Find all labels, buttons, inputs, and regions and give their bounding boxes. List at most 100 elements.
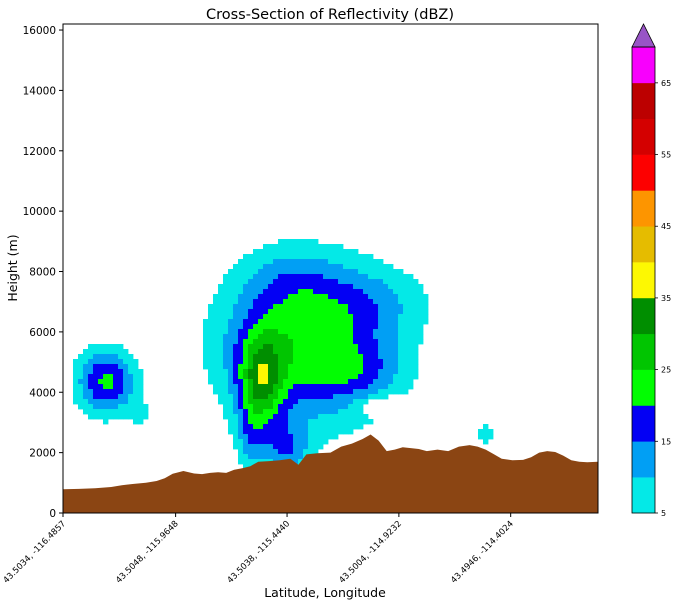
reflectivity-cell: [373, 314, 379, 320]
reflectivity-cell: [273, 429, 279, 435]
reflectivity-cell: [258, 319, 264, 325]
reflectivity-cell: [388, 359, 394, 365]
reflectivity-cell: [293, 374, 299, 380]
reflectivity-cell: [223, 314, 229, 320]
reflectivity-cell: [283, 339, 289, 345]
reflectivity-cell: [293, 384, 299, 390]
reflectivity-cell: [243, 314, 249, 320]
reflectivity-cell: [398, 339, 404, 345]
reflectivity-cell: [223, 354, 229, 360]
reflectivity-cell: [398, 319, 404, 325]
reflectivity-cell: [288, 259, 294, 265]
reflectivity-cell: [278, 264, 284, 270]
reflectivity-cell: [213, 324, 219, 330]
reflectivity-cell: [233, 334, 239, 340]
reflectivity-cell: [248, 404, 254, 410]
reflectivity-cell: [288, 424, 294, 430]
reflectivity-cell: [403, 279, 409, 285]
reflectivity-cell: [93, 414, 99, 420]
reflectivity-cell: [78, 374, 84, 380]
reflectivity-cell: [208, 329, 214, 335]
reflectivity-cell: [293, 389, 299, 395]
reflectivity-cell: [483, 434, 489, 440]
reflectivity-cell: [218, 339, 224, 345]
reflectivity-cell: [73, 394, 79, 400]
reflectivity-cell: [283, 249, 289, 255]
reflectivity-cell: [228, 429, 234, 435]
reflectivity-cell: [408, 334, 414, 340]
reflectivity-cell: [328, 334, 334, 340]
reflectivity-cell: [373, 394, 379, 400]
reflectivity-cell: [293, 279, 299, 285]
reflectivity-cell: [308, 384, 314, 390]
reflectivity-cell: [263, 279, 269, 285]
reflectivity-cell: [218, 384, 224, 390]
reflectivity-cell: [298, 339, 304, 345]
reflectivity-cell: [388, 349, 394, 355]
reflectivity-cell: [283, 304, 289, 310]
reflectivity-cell: [383, 339, 389, 345]
reflectivity-cell: [293, 304, 299, 310]
reflectivity-cell: [353, 284, 359, 290]
reflectivity-cell: [343, 274, 349, 280]
colorbar-tick-label: 35: [661, 294, 671, 303]
y-tick-label: 6000: [29, 327, 56, 339]
reflectivity-cell: [333, 384, 339, 390]
reflectivity-cell: [258, 424, 264, 430]
reflectivity-cell: [243, 274, 249, 280]
reflectivity-cell: [273, 449, 279, 455]
reflectivity-cell: [343, 429, 349, 435]
reflectivity-cell: [108, 364, 114, 370]
reflectivity-cell: [358, 394, 364, 400]
reflectivity-cell: [258, 369, 264, 375]
reflectivity-cell: [293, 309, 299, 315]
reflectivity-cell: [303, 249, 309, 255]
colorbar-segment: [632, 297, 655, 335]
reflectivity-cell: [248, 429, 254, 435]
reflectivity-cell: [128, 404, 134, 410]
reflectivity-cell: [298, 369, 304, 375]
reflectivity-cell: [298, 329, 304, 335]
reflectivity-cell: [368, 314, 374, 320]
reflectivity-cell: [303, 354, 309, 360]
reflectivity-cell: [278, 359, 284, 365]
reflectivity-cell: [298, 299, 304, 305]
reflectivity-cell: [363, 389, 369, 395]
reflectivity-cell: [333, 344, 339, 350]
reflectivity-cell: [213, 319, 219, 325]
reflectivity-cell: [288, 404, 294, 410]
reflectivity-cell: [338, 264, 344, 270]
reflectivity-cell: [288, 264, 294, 270]
reflectivity-cell: [393, 344, 399, 350]
y-tick-label: 8000: [29, 267, 56, 279]
reflectivity-cell: [133, 404, 139, 410]
reflectivity-cell: [303, 254, 309, 260]
reflectivity-cell: [208, 324, 214, 330]
reflectivity-cell: [293, 289, 299, 295]
reflectivity-cell: [313, 339, 319, 345]
reflectivity-cell: [323, 304, 329, 310]
reflectivity-cell: [243, 424, 249, 430]
reflectivity-cell: [243, 379, 249, 385]
reflectivity-cell: [378, 354, 384, 360]
reflectivity-cell: [308, 429, 314, 435]
reflectivity-cell: [368, 319, 374, 325]
reflectivity-cell: [348, 249, 354, 255]
reflectivity-cell: [268, 344, 274, 350]
reflectivity-cell: [243, 334, 249, 340]
reflectivity-cell: [293, 274, 299, 280]
reflectivity-cell: [238, 399, 244, 405]
reflectivity-cell: [273, 374, 279, 380]
reflectivity-cell: [338, 374, 344, 380]
reflectivity-cell: [273, 359, 279, 365]
reflectivity-cell: [373, 334, 379, 340]
reflectivity-cell: [353, 249, 359, 255]
reflectivity-cell: [303, 394, 309, 400]
reflectivity-cell: [248, 319, 254, 325]
reflectivity-cell: [238, 319, 244, 325]
reflectivity-cell: [113, 389, 119, 395]
reflectivity-cell: [393, 379, 399, 385]
reflectivity-cell: [143, 404, 149, 410]
reflectivity-cell: [268, 364, 274, 370]
reflectivity-cell: [343, 269, 349, 275]
